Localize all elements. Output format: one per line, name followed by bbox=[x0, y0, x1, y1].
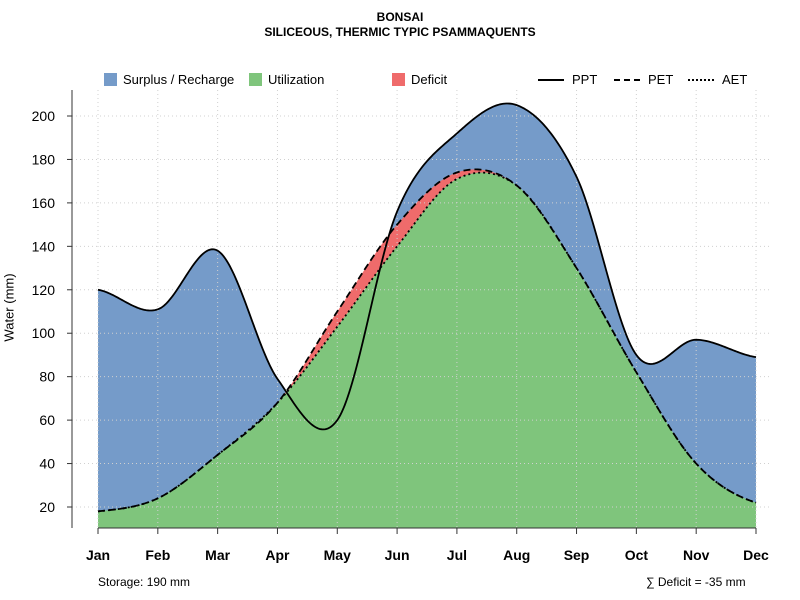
x-tick-label: Aug bbox=[503, 547, 530, 563]
legend-swatch-utilization bbox=[249, 73, 262, 86]
y-tick-label: 120 bbox=[32, 282, 56, 298]
series-lines bbox=[97, 102, 757, 513]
grid-lines bbox=[72, 90, 772, 528]
legend-item-utilization: Utilization bbox=[249, 72, 324, 87]
legend-label-pet: PET bbox=[648, 72, 674, 87]
x-tick-label: Jan bbox=[86, 547, 110, 563]
ppt-line bbox=[97, 102, 757, 431]
y-tick-label: 160 bbox=[32, 195, 56, 211]
legend-line-aet bbox=[688, 78, 714, 81]
legend-label-aet: AET bbox=[722, 72, 748, 87]
pet-line bbox=[97, 168, 757, 513]
legend-label-utilization: Utilization bbox=[268, 72, 325, 87]
x-tick-label: Jun bbox=[385, 547, 410, 563]
legend-item-pet: PET bbox=[614, 72, 673, 87]
y-tick-label: 40 bbox=[39, 456, 55, 472]
y-tick-label: 80 bbox=[39, 369, 55, 385]
x-tick-label: Oct bbox=[625, 547, 649, 563]
deficit-total-label: ∑ Deficit = -35 mm bbox=[646, 575, 746, 589]
y-tick-label: 100 bbox=[32, 325, 56, 341]
legend-line-pet bbox=[614, 78, 640, 81]
axes: 20 40 60 80 100 120 140 160 180 200 Jan Feb Mar Apr Ma… bbox=[32, 90, 769, 563]
y-tick-label: 20 bbox=[39, 499, 55, 515]
x-tick-label: Apr bbox=[265, 547, 290, 563]
legend-label-deficit: Deficit bbox=[411, 72, 448, 87]
legend-item-aet: AET bbox=[688, 72, 747, 87]
legend-line-ppt bbox=[538, 78, 564, 81]
chart-subtitle: SILICEOUS, THERMIC TYPIC PSAMMAQUENTS bbox=[264, 25, 536, 39]
x-tick-label: Jul bbox=[447, 547, 467, 563]
x-tick-label: Nov bbox=[683, 547, 710, 563]
x-tick-label: Dec bbox=[743, 547, 769, 563]
utilization-area bbox=[98, 172, 756, 528]
legend-swatch-deficit bbox=[392, 73, 405, 86]
y-tick-label: 200 bbox=[32, 108, 56, 124]
legend-item-ppt: PPT bbox=[538, 72, 597, 87]
y-tick-label: 180 bbox=[32, 151, 56, 167]
chart-title: BONSAI bbox=[376, 10, 424, 24]
x-tick-label: May bbox=[324, 547, 351, 563]
legend-item-deficit: Deficit bbox=[392, 72, 447, 87]
x-tick-label: Feb bbox=[145, 547, 170, 563]
x-tick-label: Mar bbox=[205, 547, 230, 563]
area-fills bbox=[98, 103, 756, 528]
x-tick-label: Sep bbox=[564, 547, 590, 563]
legend-item-surplus: Surplus / Recharge bbox=[104, 72, 234, 87]
storage-label: Storage: 190 mm bbox=[98, 575, 191, 589]
y-tick-label: 140 bbox=[32, 238, 56, 254]
y-tick-label: 60 bbox=[39, 412, 55, 428]
legend-label-surplus: Surplus / Recharge bbox=[123, 72, 235, 87]
aet-line bbox=[97, 171, 757, 513]
legend-swatch-surplus bbox=[104, 73, 117, 86]
legend-label-ppt: PPT bbox=[572, 72, 598, 87]
